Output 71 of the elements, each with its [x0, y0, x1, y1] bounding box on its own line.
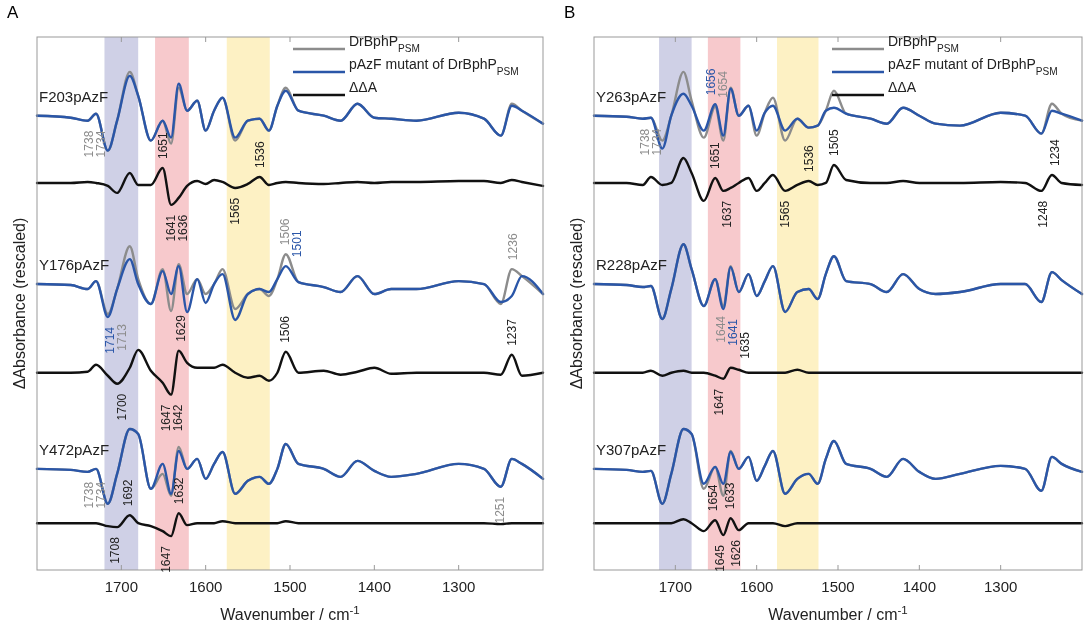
x-tick-label: 1400 [357, 578, 392, 595]
annotation: 1565 [228, 197, 243, 225]
annotation: 1656 [704, 68, 719, 96]
chart-title: A [7, 3, 19, 22]
annotation: 1626 [728, 539, 743, 567]
y-axis-title: ΔAbsorbance (rescaled) [11, 217, 28, 390]
annotation: 1506 [278, 315, 293, 343]
annotation: 1734 [94, 130, 109, 158]
x-axis-title: Wavenumber / cm$^{-1}$ [768, 604, 908, 623]
annotation: 1641 [726, 318, 741, 346]
legend-label: DrBphP$_{PSM}$ [888, 33, 959, 54]
annotation: 1505 [827, 129, 842, 157]
annotation: 1713 [114, 323, 129, 351]
annotation: 1536 [801, 144, 816, 172]
x-axis-title: Wavenumber / cm$^{-1}$ [220, 604, 360, 623]
legend-label: ΔΔA [888, 79, 917, 95]
x-tick-label: 1300 [441, 578, 476, 595]
annotation: 1536 [252, 140, 267, 168]
annotation: 1236 [505, 233, 520, 261]
annotation: 1708 [107, 536, 122, 564]
annotation: 1738 [637, 128, 652, 156]
annotation: Y263pAzF [596, 87, 667, 105]
x-tick-label: 1400 [902, 578, 937, 595]
annotation: 1651 [155, 131, 170, 160]
annotation: 1629 [174, 314, 189, 342]
annotation: 1738 [82, 130, 97, 158]
annotation: 1644 [714, 315, 729, 343]
annotation: 1734 [94, 481, 109, 509]
legend-label: pAzF mutant of DrBphP$_{PSM}$ [349, 56, 519, 77]
annotation: Y307pAzF [596, 440, 667, 458]
x-tick-label: 1700 [658, 578, 693, 595]
legend-label: ΔΔA [349, 79, 378, 95]
annotation: 1565 [778, 200, 793, 228]
annotation: 1633 [723, 482, 738, 510]
annotation: 1251 [493, 496, 508, 524]
annotation: 1637 [719, 200, 734, 228]
annotation: 1506 [278, 218, 293, 246]
annotation: Y472pAzF [39, 440, 110, 458]
legend-label: pAzF mutant of DrBphP$_{PSM}$ [888, 56, 1058, 77]
annotation: Y176pAzF [39, 256, 110, 274]
legend-label: DrBphP$_{PSM}$ [349, 33, 420, 54]
annotation: 1237 [505, 318, 519, 346]
annotation: 1647 [711, 388, 726, 416]
x-tick-label: 1500 [821, 578, 855, 595]
annotation: 1635 [738, 331, 753, 359]
x-tick-label: 1600 [188, 578, 223, 595]
annotation: 1647 [159, 545, 174, 573]
x-tick-label: 1600 [739, 578, 774, 595]
annotation: 1636 [176, 214, 191, 242]
x-tick-label: 1500 [273, 578, 307, 595]
annotation: 1248 [1036, 200, 1051, 228]
x-tick-label: 1700 [104, 578, 139, 595]
annotation: 1642 [171, 404, 186, 432]
annotation: 1654 [716, 70, 731, 98]
annotation: 1654 [705, 484, 720, 512]
annotation: 1738 [82, 481, 97, 509]
chart-title: B [564, 3, 576, 22]
annotation: 1700 [114, 393, 129, 421]
annotation: F203pAzF [39, 87, 109, 105]
annotation: 1501 [290, 230, 305, 258]
x-tick-label: 1300 [983, 578, 1018, 595]
annotation: 1234 [1047, 138, 1062, 166]
annotation: 1651 [708, 141, 723, 169]
annotation: 1645 [713, 544, 728, 572]
annotation: 1692 [121, 479, 136, 507]
annotation: 1641 [164, 214, 179, 242]
annotation: 1714 [102, 326, 117, 354]
annotation: 1632 [171, 477, 186, 505]
y-axis-title: ΔAbsorbance (rescaled) [568, 217, 585, 390]
annotation: R228pAzF [596, 256, 667, 274]
annotation: 1647 [159, 404, 174, 432]
